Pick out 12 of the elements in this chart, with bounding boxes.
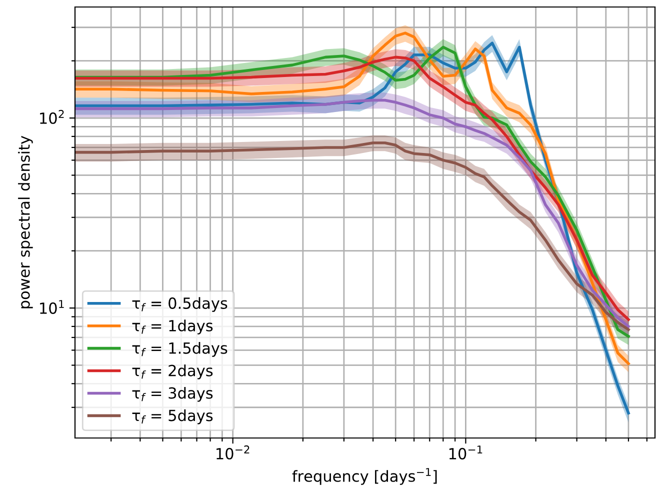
y-tick-label: 10$^{2}$ bbox=[40, 110, 64, 124]
legend-label: τ$_{f}$ = 0.5days bbox=[132, 297, 228, 312]
y-axis-title: power spectral density bbox=[18, 136, 33, 308]
y-tick-label: 10$^{1}$ bbox=[40, 300, 64, 314]
x-axis-title: frequency [days$^{−1}$] bbox=[292, 468, 437, 485]
legend-label: τ$_{f}$ = 5days bbox=[132, 409, 213, 424]
legend-label: τ$_{f}$ = 1.5days bbox=[132, 342, 228, 357]
legend-label: τ$_{f}$ = 2days bbox=[132, 364, 213, 380]
x-tick-label: 10$^{−1}$ bbox=[449, 446, 482, 460]
legend-label: τ$_{f}$ = 3days bbox=[132, 386, 213, 402]
legend-label: τ$_{f}$ = 1days bbox=[132, 320, 213, 334]
x-tick-label: 10$^{−2}$ bbox=[216, 445, 250, 460]
